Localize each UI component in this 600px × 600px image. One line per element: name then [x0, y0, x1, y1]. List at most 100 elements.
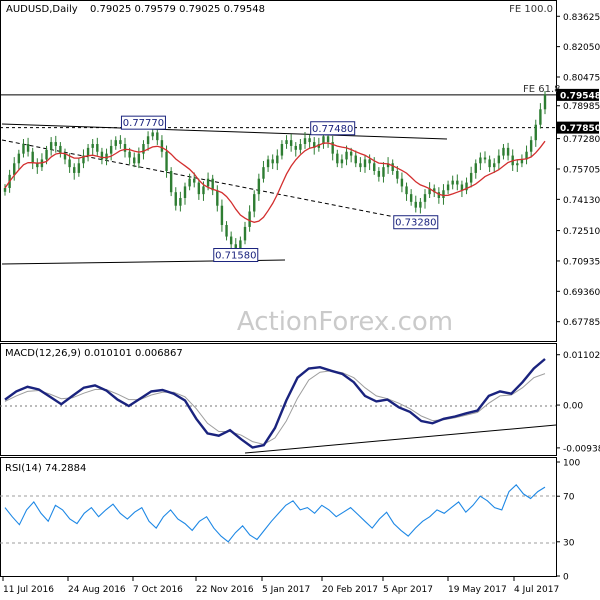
price-marker-label: 0.79548: [560, 91, 600, 101]
candle-body: [197, 182, 201, 195]
candle-body: [405, 186, 408, 195]
candle-body: [294, 145, 297, 150]
price-tick-label: 0.75705: [563, 165, 600, 175]
candle-body: [529, 140, 533, 152]
macd-trendline: [244, 424, 557, 454]
candle-body: [179, 197, 182, 206]
candle-body: [442, 190, 445, 198]
macd-panel-frame: [0, 343, 557, 456]
candle-body: [391, 163, 394, 171]
watermark: ActionForex.com: [237, 307, 453, 337]
fib-61-8-label: FE 61.8: [523, 84, 561, 95]
price-y-axis: 0.83625 0.82050 0.80475 0.78985 0.77280 0.757…: [556, 13, 600, 328]
candle-body: [211, 178, 214, 191]
candle-body: [396, 171, 399, 179]
candle-body: [308, 138, 311, 143]
date-tick-label: 20 Feb 2017: [322, 585, 378, 595]
fib-100-label: FE 100.0: [509, 4, 553, 15]
candle-body: [474, 163, 477, 173]
candle-body: [299, 144, 302, 150]
candle-body: [91, 144, 94, 148]
price-panel-frame: [0, 0, 557, 342]
candle-body: [483, 157, 487, 160]
price-tick-label: 0.82050: [563, 43, 600, 53]
candle-body: [322, 136, 325, 145]
candle-body: [543, 94, 547, 110]
rsi-tick-label: 70: [563, 493, 575, 503]
candle-body: [183, 186, 187, 198]
candle-body: [114, 140, 117, 146]
candle-body: [456, 180, 459, 185]
candle-body: [419, 201, 422, 208]
date-tick-label: 19 May 2017: [448, 585, 507, 595]
candle-body: [382, 167, 385, 177]
candle-body: [128, 151, 131, 158]
candle-body: [313, 142, 316, 148]
candle-body: [239, 240, 242, 249]
macd-tick-label: 0.011029: [563, 351, 600, 361]
macd-signal-line: [4, 370, 546, 445]
price-marker-box: [557, 121, 599, 134]
candle-body: [520, 159, 524, 164]
price-marker-label: 0.77850: [560, 124, 600, 134]
candle-body: [17, 153, 21, 164]
candle-body: [276, 155, 279, 164]
date-tick-label: 5 Apr 2017: [383, 585, 433, 595]
candle-body: [142, 144, 145, 154]
candle-body: [285, 140, 288, 145]
candle-body: [349, 151, 353, 156]
candle-body: [354, 155, 357, 164]
date-tick-label: 5 Jan 2017: [262, 585, 310, 595]
candle-body: [465, 182, 468, 191]
annotation-box: [393, 215, 439, 230]
candle-body: [206, 178, 210, 187]
candle-body: [497, 155, 501, 164]
candle-body: [188, 178, 191, 187]
candle-body: [109, 145, 113, 154]
ohlc-label: 0.79025 0.79579 0.79025 0.79548: [90, 4, 265, 15]
macd-tick-label: 0.00: [563, 402, 583, 412]
price-tick-label: 0.69360: [563, 288, 600, 298]
candle-body: [400, 178, 404, 187]
upper-trendline: [1, 123, 448, 140]
candle-body: [280, 144, 284, 156]
price-tick-label: 0.77280: [563, 135, 600, 145]
candle-body: [100, 151, 104, 160]
candle-body: [446, 184, 450, 191]
candle-body: [248, 211, 251, 227]
candle-body: [345, 151, 348, 160]
date-tick-label: 11 Jul 2016: [3, 585, 54, 595]
candle-body: [377, 171, 381, 177]
date-x-axis: 11 Jul 2016 24 Aug 2016 7 Oct 2016 22 Nov 2…: [2, 577, 559, 595]
rsi-line: [4, 483, 546, 543]
date-tick-label: 4 Jul 2017: [514, 585, 559, 595]
rsi-tick-label: 0: [563, 573, 569, 583]
candle-body: [45, 149, 48, 160]
rsi-y-axis: 100 70 30 0: [556, 459, 580, 583]
candle-body: [26, 144, 30, 152]
candle-body: [253, 194, 256, 212]
annotation-box: [120, 115, 166, 130]
candle-body: [225, 224, 228, 237]
candle-body: [488, 159, 491, 168]
candle-body: [137, 153, 141, 164]
candle-body: [409, 194, 413, 202]
macd-title: MACD(12,26,9) 0.010101 0.006867: [5, 348, 183, 359]
candle-body: [156, 132, 159, 141]
candle-body: [22, 144, 25, 154]
candle-body: [363, 159, 367, 168]
candle-body: [174, 192, 177, 206]
annotation-box: [213, 248, 259, 263]
candle-body: [502, 147, 505, 156]
macd-y-axis: 0.011029 0.00 -0.009381: [556, 351, 600, 454]
annotation-label: 0.71580: [215, 251, 256, 262]
date-tick-label: 7 Oct 2016: [133, 585, 183, 595]
annotations-group: 0.77770 0.77480 0.73280 0.71580: [120, 115, 439, 263]
price-marker-box: [557, 88, 599, 101]
candle-body: [336, 153, 339, 164]
date-tick-label: 24 Aug 2016: [68, 585, 126, 595]
candle-body: [49, 142, 53, 150]
candle-body: [433, 188, 436, 193]
candle-body: [119, 140, 122, 145]
